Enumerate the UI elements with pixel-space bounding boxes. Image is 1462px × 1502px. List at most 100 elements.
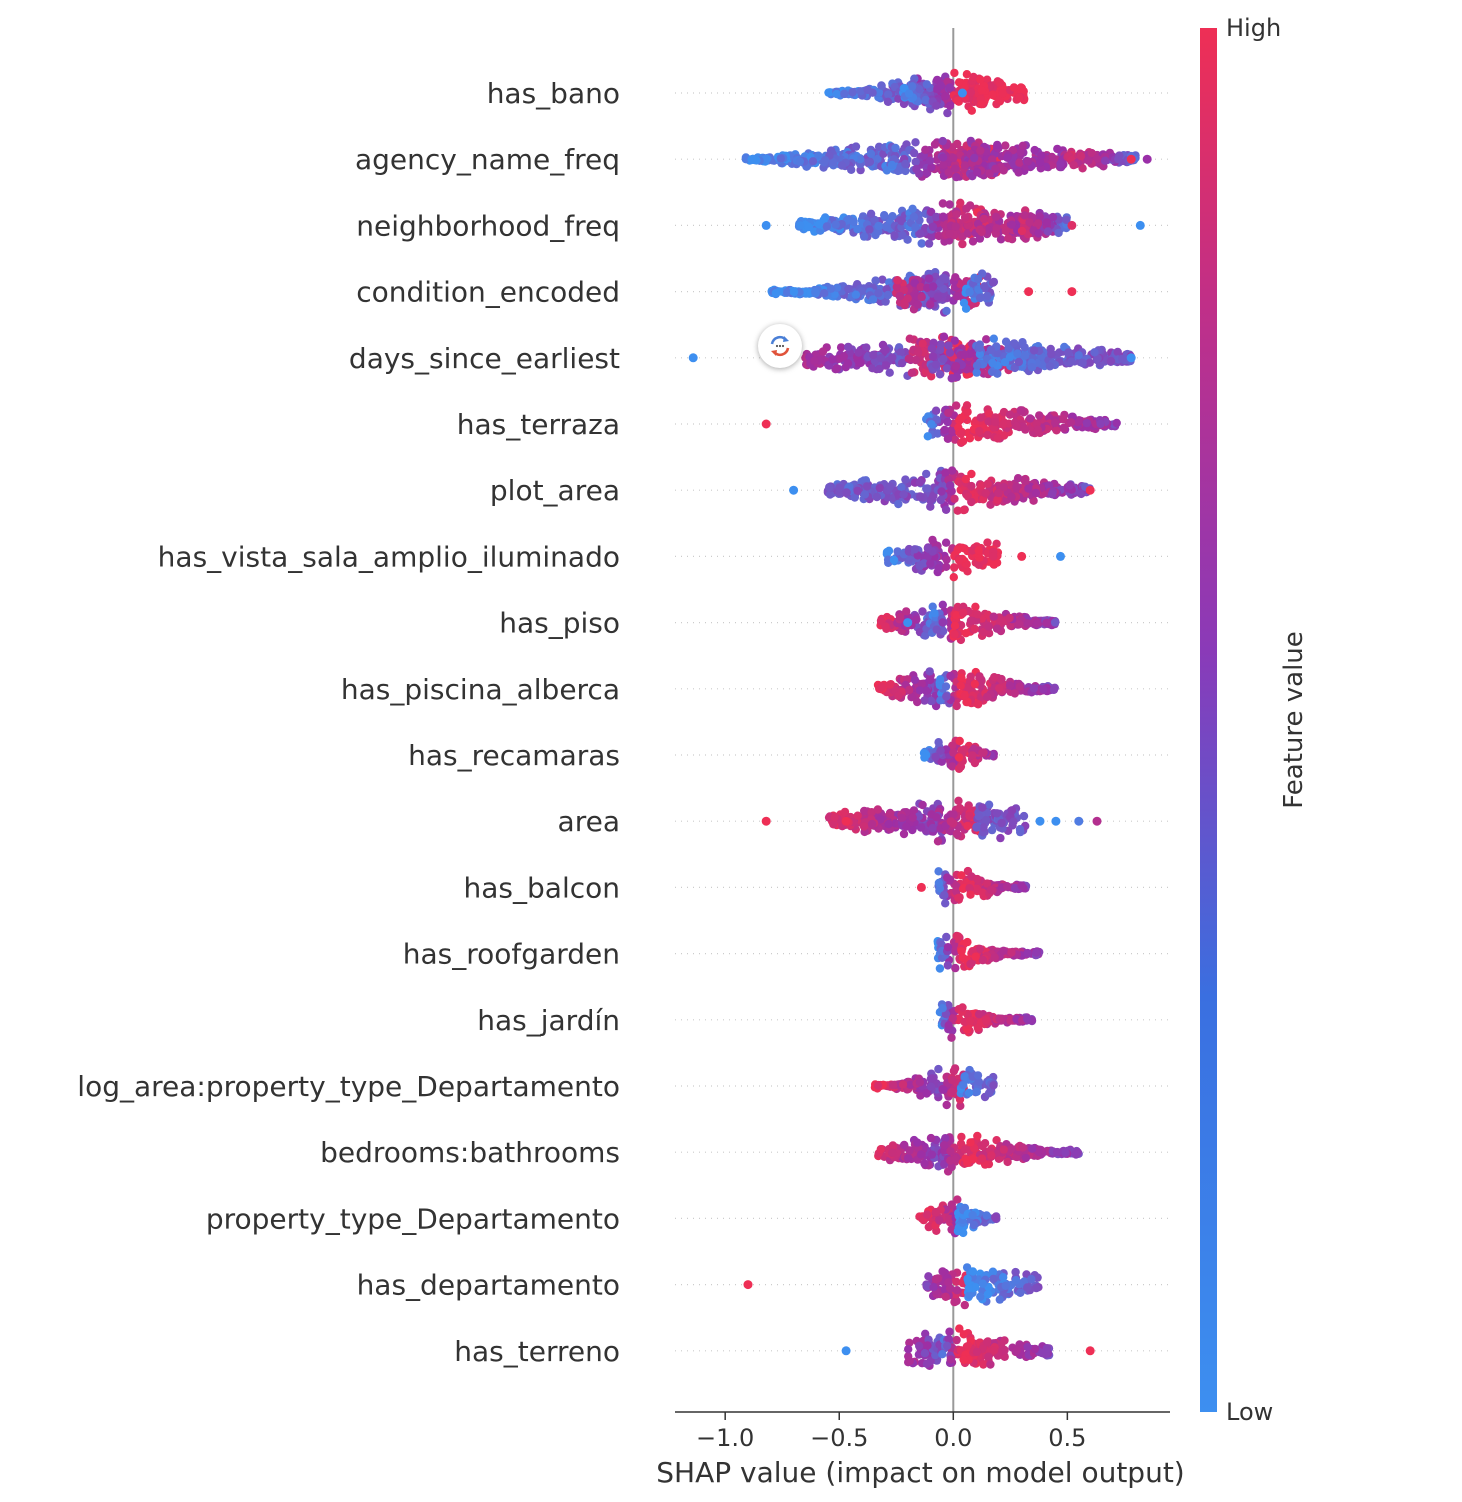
data-point [796, 221, 805, 230]
data-point [911, 223, 920, 232]
data-point [1066, 418, 1076, 427]
data-point [998, 89, 1007, 98]
feature-row-points [688, 332, 1136, 383]
data-point [878, 275, 887, 284]
data-point [901, 475, 910, 484]
data-point [945, 1214, 954, 1224]
data-point [761, 816, 771, 826]
data-point [874, 88, 884, 97]
data-point [1090, 348, 1099, 357]
data-point [983, 692, 992, 702]
data-point [1020, 351, 1030, 360]
data-point [983, 538, 992, 547]
data-point [928, 823, 937, 833]
data-point [998, 419, 1008, 428]
data-point [959, 505, 968, 515]
data-point [915, 492, 925, 502]
data-point [889, 555, 899, 565]
data-point [853, 486, 862, 495]
data-point [1027, 363, 1037, 372]
data-point [969, 744, 978, 754]
data-point [958, 1003, 967, 1012]
data-point [959, 1081, 968, 1090]
data-point [820, 156, 830, 165]
data-point [822, 222, 831, 231]
data-point [975, 426, 984, 436]
data-point [950, 494, 959, 503]
data-point [970, 679, 979, 689]
data-point [880, 211, 889, 220]
data-point [911, 157, 920, 167]
data-point [876, 815, 885, 824]
data-point [960, 691, 969, 700]
data-point [921, 367, 931, 377]
data-point [950, 621, 960, 630]
data-point [974, 1010, 984, 1019]
feature-row-points [824, 68, 1029, 118]
data-point [942, 306, 951, 316]
data-point [1082, 418, 1092, 428]
data-point [783, 288, 792, 297]
data-point [989, 560, 999, 569]
data-point [942, 562, 951, 571]
data-point [977, 100, 986, 109]
data-point [948, 741, 957, 750]
data-point [899, 829, 909, 839]
data-point [1043, 227, 1053, 236]
data-point [969, 72, 978, 82]
data-point [1015, 682, 1024, 691]
data-point [957, 673, 966, 682]
data-point [1007, 806, 1017, 815]
data-point [1028, 1144, 1037, 1153]
data-point [1022, 1014, 1032, 1024]
data-point [986, 345, 996, 354]
data-point [989, 552, 998, 561]
data-point [873, 1081, 883, 1090]
data-point [862, 343, 871, 352]
data-point [952, 1296, 961, 1306]
data-point [972, 168, 982, 177]
data-point [1100, 156, 1110, 165]
data-point [894, 499, 903, 509]
data-point [959, 1228, 968, 1238]
data-point [908, 204, 917, 213]
feature-row-points [789, 466, 1095, 515]
data-point [939, 626, 948, 636]
data-point [1013, 474, 1023, 483]
data-point [911, 138, 920, 147]
data-point [893, 547, 902, 556]
data-point [941, 92, 950, 101]
data-point [922, 469, 931, 479]
data-point [795, 157, 804, 166]
data-point [1020, 343, 1029, 352]
data-point [952, 172, 961, 182]
data-point [888, 212, 897, 221]
data-point [1084, 156, 1093, 165]
data-point [997, 818, 1006, 828]
data-point [952, 701, 961, 711]
data-point [864, 158, 874, 167]
data-point [1033, 219, 1043, 228]
data-point [987, 825, 997, 835]
data-point [1003, 153, 1012, 162]
data-point [950, 1064, 960, 1073]
data-point [952, 401, 961, 410]
data-point [936, 675, 945, 684]
data-point [883, 493, 892, 502]
data-point [956, 198, 965, 207]
data-point [1067, 220, 1077, 230]
data-point [944, 408, 953, 418]
data-point [983, 430, 992, 440]
data-point [979, 748, 988, 757]
data-point [874, 142, 884, 151]
data-point [972, 361, 982, 370]
data-point [888, 1141, 898, 1150]
data-point [938, 136, 947, 146]
data-point [951, 963, 960, 973]
data-point [991, 164, 1000, 173]
data-point [978, 956, 987, 965]
data-point [944, 1021, 953, 1030]
data-point [952, 1286, 962, 1295]
data-point [908, 82, 917, 91]
data-point [932, 813, 941, 822]
